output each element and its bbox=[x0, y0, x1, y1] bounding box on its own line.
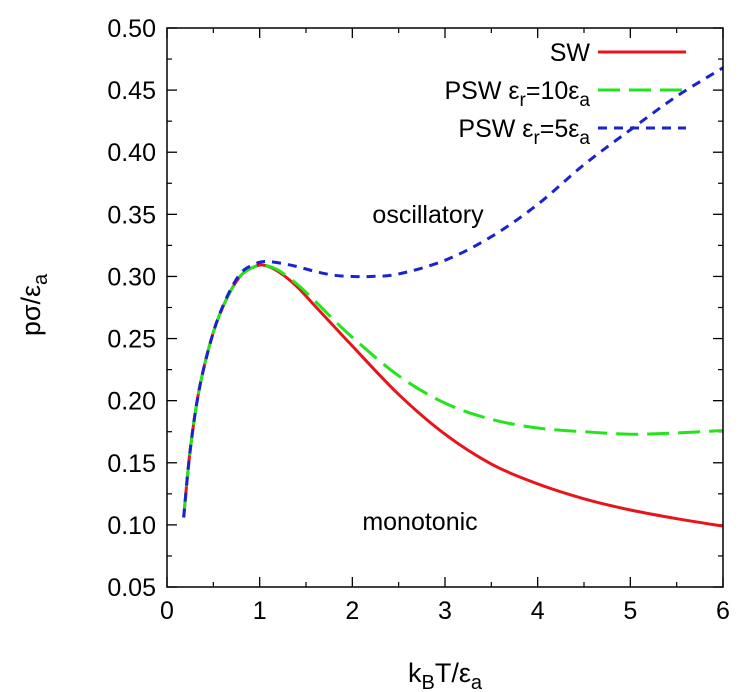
x-tick-label: 6 bbox=[716, 597, 730, 625]
y-tick-label: 0.30 bbox=[107, 263, 156, 291]
annotation-oscillatory: oscillatory bbox=[372, 201, 484, 229]
plot-frame bbox=[166, 27, 724, 588]
legend: SW PSW εr=10εa PSW εr=5εa bbox=[444, 39, 686, 149]
x-tick-label: 0 bbox=[160, 597, 174, 625]
y-tick-label: 0.50 bbox=[107, 15, 156, 43]
series-group bbox=[182, 66, 724, 528]
y-tick-label: 0.35 bbox=[107, 201, 156, 229]
x-axis-label: kBT/εa bbox=[408, 658, 483, 692]
tick-labels: 0 1 2 3 4 5 6 0.05 0.10 0.15 0.20 0.25 0.30 0.35 0.40 0… bbox=[107, 15, 730, 625]
ticks bbox=[166, 27, 724, 588]
series-line-3 bbox=[182, 66, 724, 518]
x-tick-label: 2 bbox=[345, 597, 359, 625]
y-axis-label: pσ/εa bbox=[16, 273, 52, 336]
x-tick-label: 1 bbox=[253, 597, 267, 625]
y-tick-label: 0.40 bbox=[107, 139, 156, 167]
y-tick-label: 0.25 bbox=[107, 326, 156, 354]
x-tick-label: 3 bbox=[438, 597, 452, 625]
y-tick-label: 0.45 bbox=[107, 77, 156, 105]
annotation-monotonic: monotonic bbox=[362, 508, 477, 536]
x-tick-label: 4 bbox=[531, 597, 545, 625]
legend-label-2: PSW εr=10εa bbox=[444, 77, 590, 111]
legend-label-3: PSW εr=5εa bbox=[458, 115, 590, 149]
legend-label-1: SW bbox=[550, 39, 591, 67]
x-tick-label: 5 bbox=[623, 597, 637, 625]
y-tick-label: 0.15 bbox=[107, 450, 156, 478]
y-tick-label: 0.05 bbox=[107, 574, 156, 602]
y-tick-label: 0.10 bbox=[107, 512, 156, 540]
y-tick-label: 0.20 bbox=[107, 388, 156, 416]
